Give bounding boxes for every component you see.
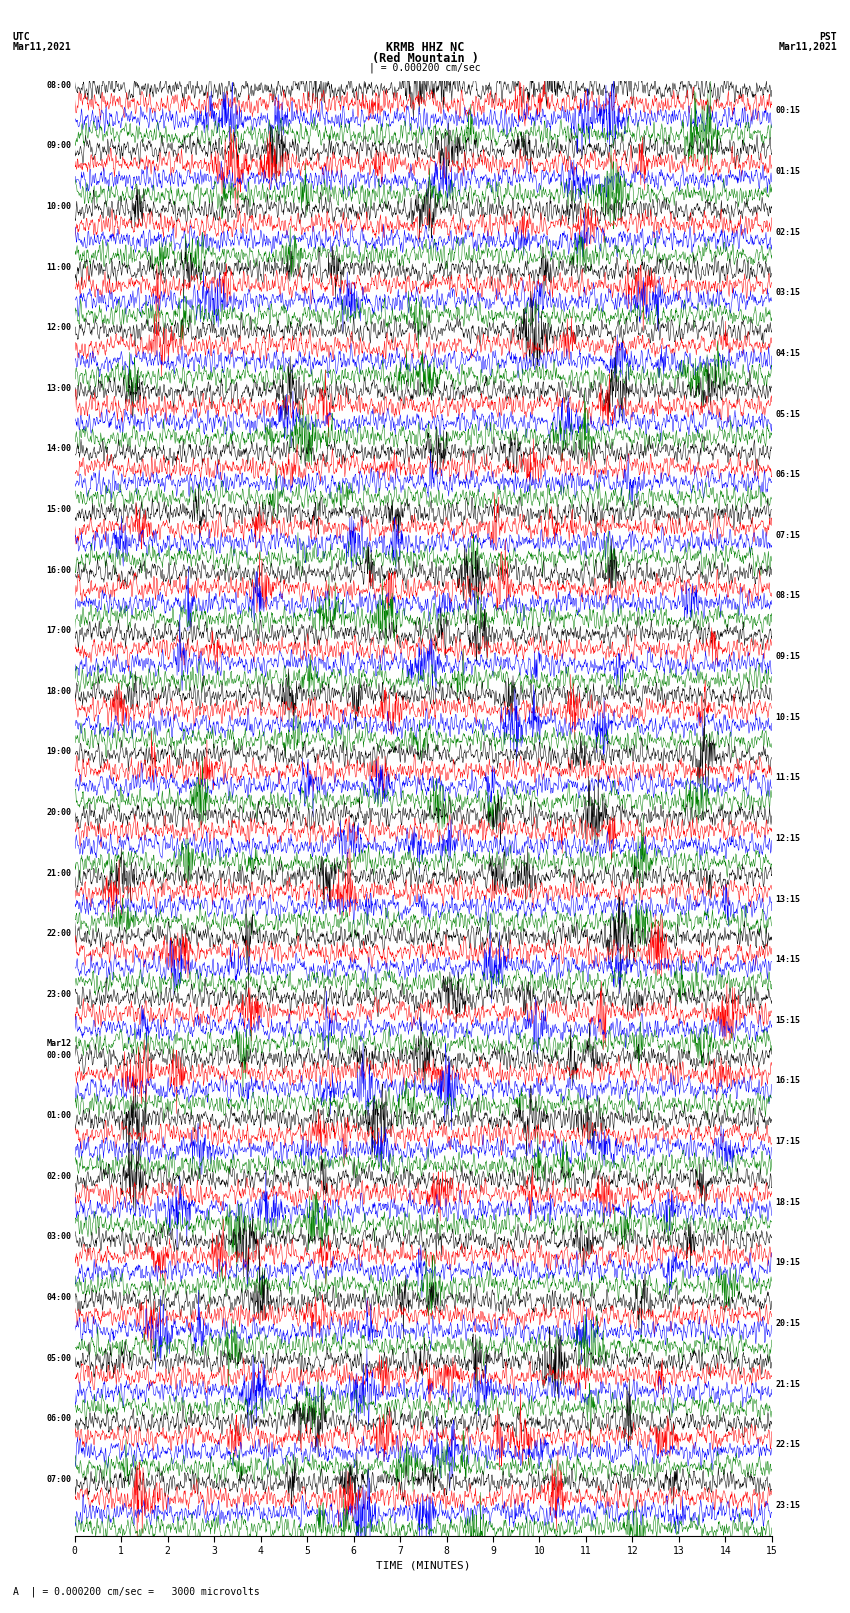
Text: 02:15: 02:15 <box>775 227 801 237</box>
Text: 13:00: 13:00 <box>46 384 71 392</box>
Text: 04:15: 04:15 <box>775 348 801 358</box>
Text: 08:00: 08:00 <box>46 81 71 90</box>
Text: 20:15: 20:15 <box>775 1319 801 1327</box>
Text: 09:15: 09:15 <box>775 652 801 661</box>
Text: 15:00: 15:00 <box>46 505 71 515</box>
Text: 17:00: 17:00 <box>46 626 71 636</box>
Text: Mar11,2021: Mar11,2021 <box>13 42 71 52</box>
Text: 22:00: 22:00 <box>46 929 71 939</box>
Text: (Red Mountain ): (Red Mountain ) <box>371 52 479 65</box>
Text: 15:15: 15:15 <box>775 1016 801 1024</box>
Text: 13:15: 13:15 <box>775 895 801 903</box>
Text: 12:15: 12:15 <box>775 834 801 844</box>
Text: 23:00: 23:00 <box>46 990 71 998</box>
Text: 01:00: 01:00 <box>46 1111 71 1119</box>
Text: 05:15: 05:15 <box>775 410 801 418</box>
Text: 14:15: 14:15 <box>775 955 801 965</box>
Text: 04:00: 04:00 <box>46 1294 71 1302</box>
Text: Mar12: Mar12 <box>46 1039 71 1048</box>
Text: UTC: UTC <box>13 32 31 42</box>
Text: 07:15: 07:15 <box>775 531 801 540</box>
Text: 16:15: 16:15 <box>775 1076 801 1086</box>
Text: 03:15: 03:15 <box>775 289 801 297</box>
Text: 17:15: 17:15 <box>775 1137 801 1145</box>
Text: 10:15: 10:15 <box>775 713 801 721</box>
Text: 18:00: 18:00 <box>46 687 71 695</box>
Text: 18:15: 18:15 <box>775 1198 801 1207</box>
Text: 20:00: 20:00 <box>46 808 71 818</box>
Text: 03:00: 03:00 <box>46 1232 71 1242</box>
X-axis label: TIME (MINUTES): TIME (MINUTES) <box>376 1560 471 1569</box>
Text: 07:00: 07:00 <box>46 1474 71 1484</box>
Text: 11:15: 11:15 <box>775 773 801 782</box>
Text: 21:15: 21:15 <box>775 1379 801 1389</box>
Text: 21:00: 21:00 <box>46 869 71 877</box>
Text: 12:00: 12:00 <box>46 323 71 332</box>
Text: Mar11,2021: Mar11,2021 <box>779 42 837 52</box>
Text: 11:00: 11:00 <box>46 263 71 271</box>
Text: 23:15: 23:15 <box>775 1500 801 1510</box>
Text: 22:15: 22:15 <box>775 1440 801 1448</box>
Text: KRMB HHZ NC: KRMB HHZ NC <box>386 40 464 55</box>
Text: 06:15: 06:15 <box>775 471 801 479</box>
Text: 14:00: 14:00 <box>46 444 71 453</box>
Text: 08:15: 08:15 <box>775 592 801 600</box>
Text: 09:00: 09:00 <box>46 142 71 150</box>
Text: | = 0.000200 cm/sec: | = 0.000200 cm/sec <box>369 63 481 74</box>
Text: 19:00: 19:00 <box>46 747 71 756</box>
Text: 01:15: 01:15 <box>775 168 801 176</box>
Text: 00:00: 00:00 <box>46 1050 71 1060</box>
Text: 10:00: 10:00 <box>46 202 71 211</box>
Text: A  | = 0.000200 cm/sec =   3000 microvolts: A | = 0.000200 cm/sec = 3000 microvolts <box>13 1586 259 1597</box>
Text: 02:00: 02:00 <box>46 1171 71 1181</box>
Text: PST: PST <box>819 32 837 42</box>
Text: 05:00: 05:00 <box>46 1353 71 1363</box>
Text: 00:15: 00:15 <box>775 106 801 116</box>
Text: 16:00: 16:00 <box>46 566 71 574</box>
Text: 19:15: 19:15 <box>775 1258 801 1268</box>
Text: 06:00: 06:00 <box>46 1415 71 1423</box>
